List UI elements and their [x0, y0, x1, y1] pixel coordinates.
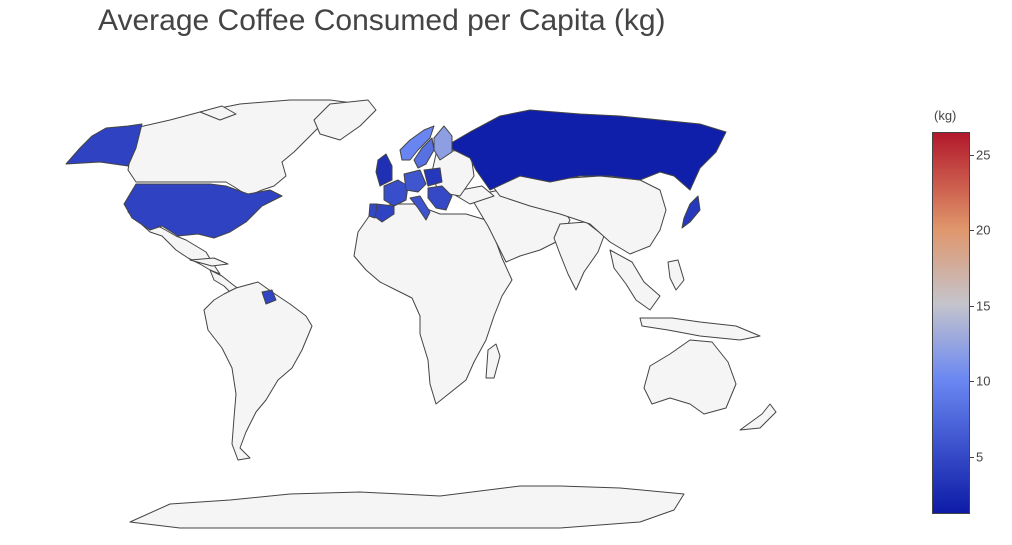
country-antarctica — [129, 485, 685, 529]
country-arctic-islands — [199, 105, 237, 121]
colorbar-tick-label: 10 — [976, 373, 991, 389]
map-title: Average Coffee Consumed per Capita (kg) — [98, 4, 666, 37]
country-cuba — [189, 257, 229, 267]
colorbar-tick-label: 20 — [976, 222, 991, 238]
country-poland: Poland — [423, 167, 443, 187]
country-italy: Italy — [409, 195, 431, 221]
country-canada — [127, 99, 371, 197]
colorbar-tick-mark — [970, 154, 974, 156]
country-africa — [353, 203, 513, 405]
country-philippines — [667, 259, 685, 291]
country-balkans: Balkans — [427, 185, 453, 211]
colorbar-tick-mark — [970, 305, 974, 307]
colorbar-unit: (kg) — [934, 108, 957, 123]
country-uk: United Kingdom — [375, 153, 393, 187]
country-norway: Norway — [399, 125, 435, 161]
country-portugal: Portugal — [368, 203, 378, 219]
country-greenland — [313, 99, 377, 141]
colorbar-tick-mark — [970, 456, 974, 458]
country-south-america — [203, 281, 313, 461]
country-germany: Germany — [403, 169, 427, 193]
colorbar-tick-label: 25 — [976, 147, 991, 163]
country-usa: United States — [123, 183, 283, 239]
colorbar — [932, 132, 970, 514]
colorbar-tick-label: 15 — [976, 298, 991, 314]
country-suriname: Suriname — [261, 289, 277, 305]
country-indonesia — [639, 317, 761, 341]
country-russia: Russia — [445, 109, 727, 191]
country-central-asia — [487, 171, 667, 255]
colorbar-tick-label: 5 — [976, 449, 984, 465]
country-japan: Japan — [681, 195, 701, 229]
country-australia — [643, 339, 737, 415]
country-madagascar — [485, 343, 501, 379]
colorbar-tick-mark — [970, 381, 974, 383]
colorbar-tick-mark — [970, 230, 974, 232]
country-southeast-asia — [609, 249, 661, 311]
country-france: France — [383, 179, 409, 207]
country-india — [553, 221, 605, 291]
country-finland: Finland — [433, 125, 453, 161]
country-new-zealand — [739, 403, 777, 431]
country-alaska: Alaska (USA) — [65, 123, 143, 167]
